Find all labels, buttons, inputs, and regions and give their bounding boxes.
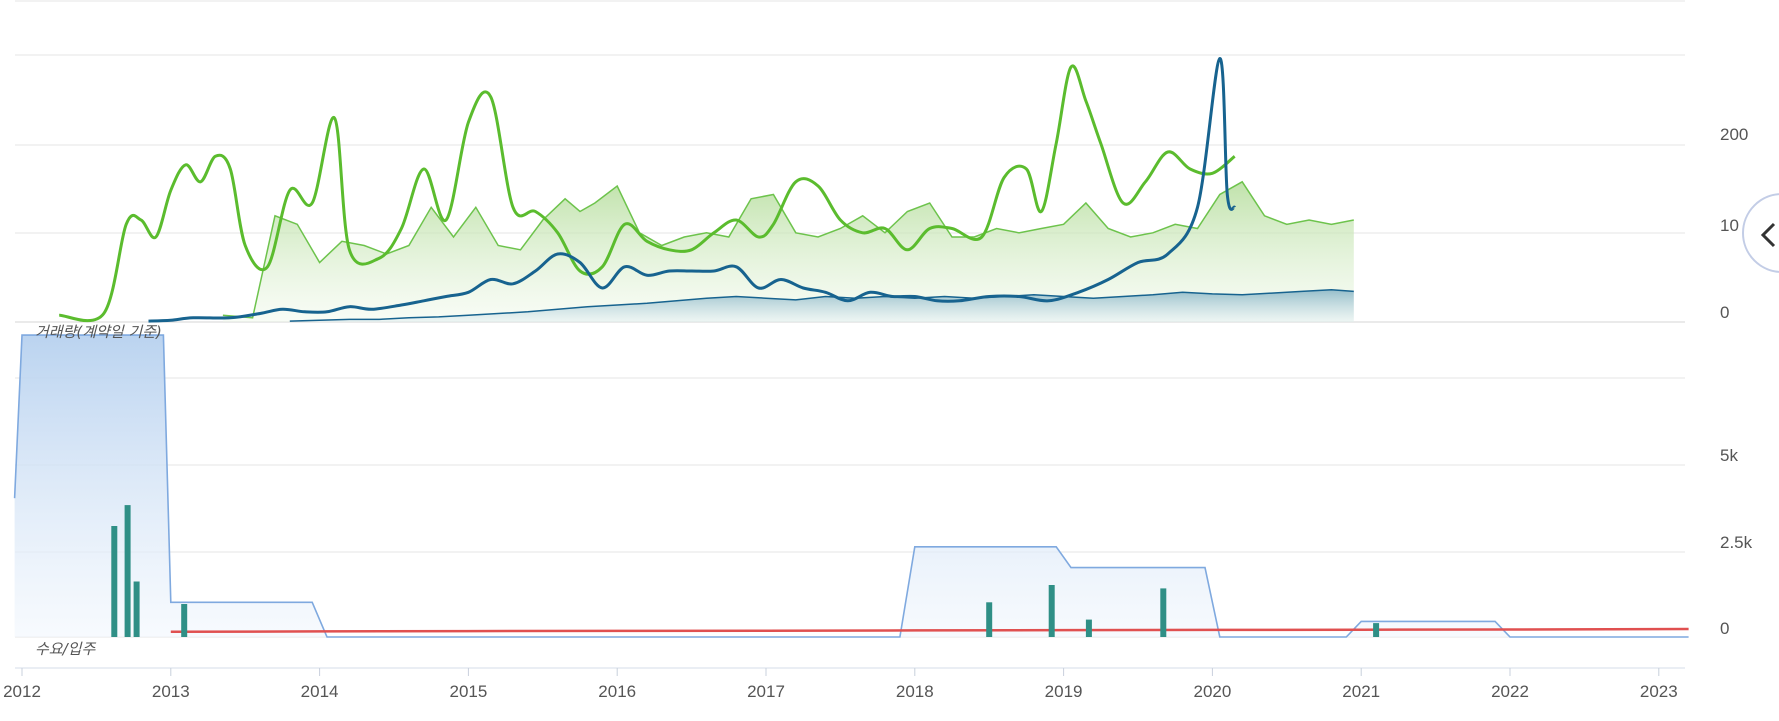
navy-price-line [148, 56, 1237, 323]
volume-bar [124, 505, 131, 637]
gridlines [15, 0, 1685, 669]
x-tick-2022: 2022 [1491, 682, 1529, 701]
y-tick-lower-2.5k: 2.5k [1720, 533, 1753, 552]
green-area-line [222, 180, 1354, 319]
navy-area-line [289, 288, 1354, 322]
y-tick-upper-10: 10 [1720, 216, 1739, 235]
supply-area [14, 335, 1689, 637]
green-price-line [59, 64, 1236, 323]
price-volume-panel [59, 56, 1354, 323]
y-tick-upper-200: 200 [1720, 125, 1748, 144]
y-axis-ticks: 0 10 200 0 2.5k 5k [1720, 125, 1753, 638]
volume-bar [986, 602, 993, 637]
x-tick-2021: 2021 [1342, 682, 1380, 701]
volume-bar [1048, 585, 1055, 637]
x-tick-2019: 2019 [1045, 682, 1083, 701]
x-axis-ticks: 2012 2013 2014 2015 2016 2017 2018 2019 2020 2021… [3, 668, 1678, 701]
x-tick-2014: 2014 [301, 682, 339, 701]
y-tick-lower-5k: 5k [1720, 446, 1738, 465]
x-tick-2020: 2020 [1193, 682, 1231, 701]
volume-bar [181, 604, 188, 637]
supply-demand-panel [13, 334, 1689, 638]
x-tick-2015: 2015 [449, 682, 487, 701]
volume-bar [1373, 623, 1380, 637]
x-tick-2017: 2017 [747, 682, 785, 701]
volume-bar [1085, 619, 1092, 637]
green-area-fill [222, 181, 1354, 322]
y-tick-upper-0: 0 [1720, 303, 1729, 322]
navy-area-fill [289, 289, 1354, 322]
demand-line [170, 627, 1689, 634]
volume-bar [111, 526, 118, 637]
x-tick-2018: 2018 [896, 682, 934, 701]
chevron-left-icon [1760, 222, 1776, 248]
volume-panel-label: 거래량(계약일 기준) [35, 323, 162, 341]
volume-bar [1160, 588, 1167, 637]
x-tick-2012: 2012 [3, 682, 41, 701]
y-tick-lower-0: 0 [1720, 619, 1729, 638]
x-tick-2016: 2016 [598, 682, 636, 701]
supply-panel-label: 수요/입주 [35, 640, 96, 658]
x-tick-2023: 2023 [1640, 682, 1678, 701]
x-tick-2013: 2013 [152, 682, 190, 701]
supply-line [13, 334, 1689, 638]
volume-bar [133, 581, 140, 637]
